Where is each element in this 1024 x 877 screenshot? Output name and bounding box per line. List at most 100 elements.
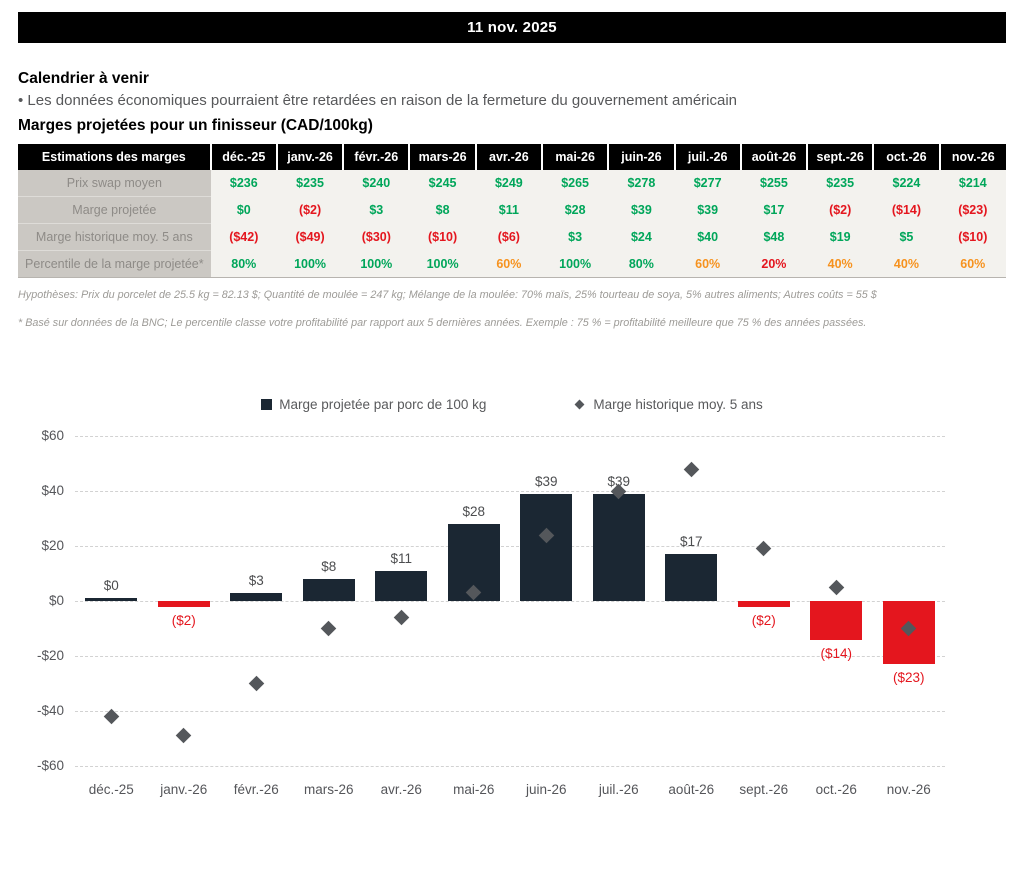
x-axis-tick: mai-26 bbox=[453, 782, 495, 797]
gridline bbox=[75, 436, 945, 437]
table-row: Percentile de la marge projetée* 80% 100% 1… bbox=[18, 250, 1006, 278]
table-cell: $278 bbox=[608, 170, 675, 197]
legend-item-projected: Marge projetée par porc de 100 kg bbox=[261, 397, 486, 412]
table-cell: 100% bbox=[343, 250, 410, 278]
table-cell: ($2) bbox=[276, 196, 344, 224]
gridline bbox=[75, 491, 945, 492]
x-axis-tick: mars-26 bbox=[303, 782, 354, 797]
table-month-header: oct.-26 bbox=[873, 144, 941, 170]
table-cell: $235 bbox=[807, 170, 874, 197]
table-cell: 100% bbox=[541, 250, 609, 278]
bar-value-label: $3 bbox=[248, 572, 264, 588]
table-month-header: août-26 bbox=[740, 144, 809, 170]
table-cell: ($49) bbox=[276, 223, 344, 251]
table-cell: ($2) bbox=[807, 196, 874, 224]
y-axis-tick: -$20 bbox=[36, 648, 64, 663]
x-axis-tick: févr.-26 bbox=[233, 782, 279, 797]
x-axis-tick: août-26 bbox=[668, 782, 715, 797]
x-axis-tick: juin-26 bbox=[525, 782, 567, 797]
table-month-header: mai-26 bbox=[541, 144, 610, 170]
y-axis-tick: $40 bbox=[41, 483, 64, 498]
table-cell: $249 bbox=[475, 170, 542, 197]
table-month-header: janv.-26 bbox=[276, 144, 345, 170]
report-page: 11 nov. 2025 Calendrier à venir • Les do… bbox=[18, 12, 1006, 797]
table-cell: $265 bbox=[541, 170, 609, 197]
table-cell: 40% bbox=[807, 250, 874, 278]
bar-value-label: ($2) bbox=[171, 612, 196, 628]
table-cell: $224 bbox=[873, 170, 940, 197]
plot-area: $60 $40 $20 $0 -$20 -$40 -$60 $0 déc.-25 ($2) janv… bbox=[37, 428, 945, 797]
chart-diamond bbox=[755, 540, 772, 557]
table-cell: ($6) bbox=[475, 223, 542, 251]
table-row: Marge historique moy. 5 ans ($42) ($49) ($3… bbox=[18, 223, 1006, 251]
table-cell: $277 bbox=[674, 170, 741, 197]
margins-table-body: Prix swap moyen $236 $235 $240 $245 $249 $265 $… bbox=[18, 170, 1006, 278]
chart-bar bbox=[85, 598, 138, 601]
table-month-header: févr.-26 bbox=[343, 144, 411, 170]
table-cell: $3 bbox=[541, 223, 609, 251]
table-cell: ($10) bbox=[409, 223, 476, 251]
x-axis-tick: sept.-26 bbox=[739, 782, 789, 797]
table-cell: $39 bbox=[608, 196, 675, 224]
chart-bar bbox=[520, 493, 573, 601]
table-cell: $236 bbox=[210, 170, 277, 197]
table-month-header: sept.-26 bbox=[807, 144, 875, 170]
y-axis-tick: $20 bbox=[41, 538, 64, 553]
chart-bar bbox=[592, 493, 645, 601]
table-month-header: avr.-26 bbox=[475, 144, 543, 170]
table-cell: $255 bbox=[740, 170, 808, 197]
table-cell: $5 bbox=[873, 223, 940, 251]
table-cell: 100% bbox=[276, 250, 344, 278]
margins-table-head: Estimations des marges déc.-25 janv.-26 fév… bbox=[18, 144, 1006, 170]
table-row: Marge projetée $0 ($2) $3 $8 $11 $28 $39 $39 $17(… bbox=[18, 196, 1006, 224]
margins-table: Estimations des marges déc.-25 janv.-26 fév… bbox=[18, 144, 1006, 278]
report-date: 11 nov. 2025 bbox=[467, 19, 557, 36]
table-cell: $28 bbox=[541, 196, 609, 224]
bar-legend-swatch-icon bbox=[261, 399, 273, 410]
table-cell: 100% bbox=[409, 250, 476, 278]
row-label: Marge projetée bbox=[18, 196, 211, 224]
table-cell: $48 bbox=[740, 223, 808, 251]
legend-label-projected: Marge projetée par porc de 100 kg bbox=[279, 397, 487, 412]
gridline bbox=[75, 656, 945, 657]
chart-bar bbox=[665, 554, 718, 601]
table-cell: $24 bbox=[608, 223, 675, 251]
calendar-heading: Calendrier à venir bbox=[18, 70, 149, 87]
table-cell: $240 bbox=[343, 170, 410, 197]
table-row: Prix swap moyen $236 $235 $240 $245 $249 $265 $… bbox=[18, 170, 1006, 197]
gridline bbox=[75, 711, 945, 712]
margins-table-header-row: Estimations des marges déc.-25 janv.-26 fév… bbox=[18, 144, 1006, 170]
row-label: Prix swap moyen bbox=[18, 170, 211, 197]
x-axis-tick: déc.-25 bbox=[88, 782, 134, 797]
chart-diamond bbox=[320, 620, 337, 637]
table-month-header: nov.-26 bbox=[939, 144, 1006, 170]
x-axis-tick: oct.-26 bbox=[815, 782, 857, 797]
table-cell: 80% bbox=[608, 250, 675, 278]
table-cell: $214 bbox=[939, 170, 1006, 197]
table-cell: 60% bbox=[674, 250, 741, 278]
gridline bbox=[75, 766, 945, 767]
gridline bbox=[75, 546, 945, 547]
table-cell: 60% bbox=[939, 250, 1006, 278]
table-cell: $11 bbox=[475, 196, 542, 224]
y-axis-tick: -$60 bbox=[36, 758, 64, 773]
table-cell: $245 bbox=[409, 170, 476, 197]
bar-value-label: ($23) bbox=[892, 670, 925, 686]
bar-value-label: $0 bbox=[103, 578, 119, 593]
bar-value-label: $39 bbox=[607, 473, 631, 489]
x-axis-tick: avr.-26 bbox=[380, 782, 422, 797]
chart-bar bbox=[302, 579, 355, 601]
table-cell: 60% bbox=[475, 250, 542, 278]
table-month-header: mars-26 bbox=[409, 144, 477, 170]
date-banner: 11 nov. 2025 bbox=[18, 12, 1006, 43]
percentile-note: * Basé sur données de la BNC; Le percent… bbox=[18, 317, 867, 329]
section-title: Marges projetées pour un finisseur (CAD/… bbox=[18, 117, 373, 134]
table-cell: $39 bbox=[674, 196, 741, 224]
table-month-header: juin-26 bbox=[608, 144, 676, 170]
table-cell: 20% bbox=[740, 250, 808, 278]
chart-diamond bbox=[248, 675, 265, 692]
chart-bar bbox=[375, 570, 428, 601]
chart-bar bbox=[230, 592, 283, 601]
table-cell: $8 bbox=[409, 196, 476, 224]
diamond-legend-swatch-icon bbox=[574, 399, 585, 410]
